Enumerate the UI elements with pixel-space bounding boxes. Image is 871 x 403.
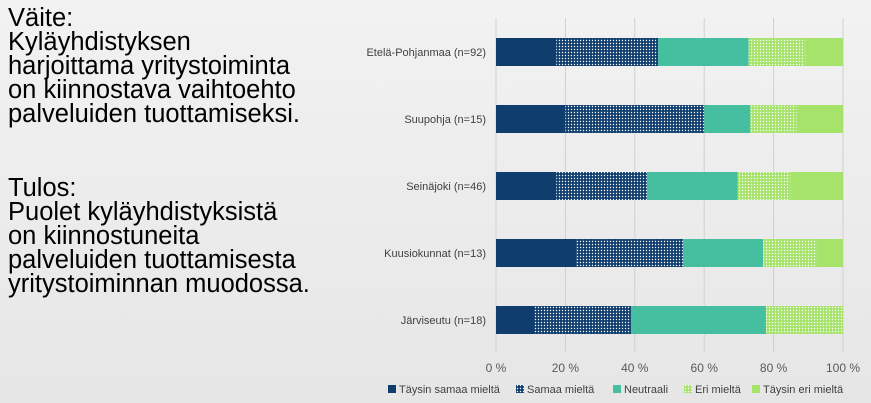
legend-swatch (752, 385, 760, 393)
bar-segment (658, 38, 749, 66)
bar-segment (496, 172, 557, 200)
x-tick-label: 40 % (621, 361, 649, 375)
x-tick-label: 60 % (691, 361, 719, 375)
bar-segment (805, 38, 843, 66)
claim-line: on kiinnostava vaihtoehto (8, 76, 296, 104)
bar-segment (496, 239, 577, 267)
legend-swatch (613, 385, 621, 393)
x-tick-label: 100 % (826, 361, 860, 375)
result-line: Puolet kyläyhdistyksistä (8, 198, 278, 226)
bar-segment (576, 239, 684, 267)
legend-swatch (684, 385, 692, 393)
claim-line: palveluiden tuottamiseksi. (8, 100, 300, 128)
bar-segment (683, 239, 764, 267)
category-label: Seinäjoki (n=46) (406, 181, 486, 193)
result-block: Tulos: Puolet kyläyhdistyksistä on kiinn… (8, 174, 368, 298)
bar-segment (646, 172, 738, 200)
legend-label: Eri mieltä (695, 384, 742, 396)
bar-segment (737, 172, 791, 200)
bar-segment (796, 105, 843, 133)
statement-text: Väite: Kyläyhdistyksen harjoittama yrity… (8, 4, 368, 318)
bar-segment (748, 38, 806, 66)
result-line: palveluiden tuottamisesta (8, 246, 296, 274)
category-label: Suupohja (n=15) (404, 114, 486, 126)
legend-swatch (516, 385, 524, 393)
claim-line: harjoittama yritystoiminta (8, 52, 291, 80)
category-label: Kuusiokunnat (n=13) (384, 248, 486, 260)
bar-segment (496, 105, 566, 133)
bar-segment (765, 306, 843, 334)
legend-label: Täysin samaa mieltä (399, 384, 501, 396)
bar-segment (750, 105, 797, 133)
bar-segment (763, 239, 817, 267)
claim-heading: Väite: (8, 4, 74, 32)
x-tick-label: 0 % (486, 361, 507, 375)
result-heading: Tulos: (8, 174, 77, 202)
category-label: Järviseutu (n=18) (401, 315, 486, 327)
claim-line: Kyläyhdistyksen (8, 28, 191, 56)
claim-block: Väite: Kyläyhdistyksen harjoittama yrity… (8, 4, 368, 128)
result-line: on kiinnostuneita (8, 222, 200, 250)
legend-label: Neutraali (624, 384, 668, 396)
x-tick-label: 80 % (760, 361, 788, 375)
legend-label: Täysin eri mieltä (763, 384, 844, 396)
bar-segment (556, 38, 659, 66)
legend-swatch (388, 385, 396, 393)
bar-segment (790, 172, 843, 200)
bar-segment (556, 172, 647, 200)
bar-segment (816, 239, 843, 267)
bar-segment (534, 306, 631, 334)
legend-label: Samaa mieltä (527, 384, 595, 396)
x-tick-label: 20 % (552, 361, 580, 375)
bar-segment (496, 306, 535, 334)
bar-segment (630, 306, 766, 334)
category-label: Etelä-Pohjanmaa (n=92) (366, 47, 486, 59)
bar-segment (704, 105, 751, 133)
result-line: yritystoiminnan muodossa. (8, 270, 310, 298)
bar-segment (565, 105, 705, 133)
bar-segment (496, 38, 557, 66)
